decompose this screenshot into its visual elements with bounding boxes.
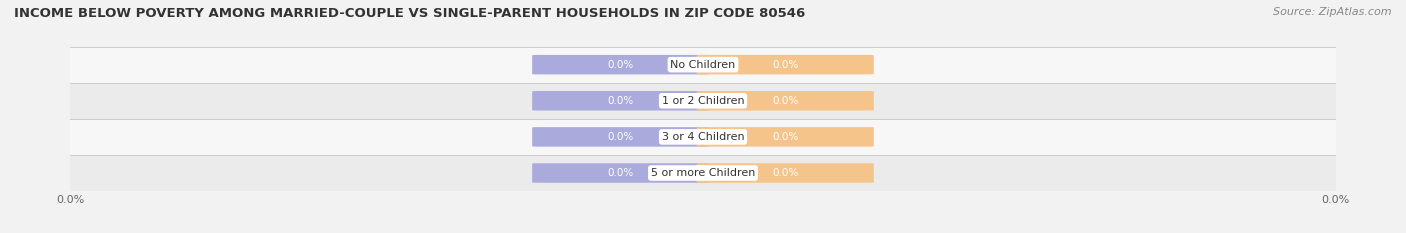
Text: 0.0%: 0.0% xyxy=(772,168,799,178)
FancyBboxPatch shape xyxy=(697,163,875,183)
FancyBboxPatch shape xyxy=(697,127,875,147)
FancyBboxPatch shape xyxy=(697,91,875,110)
Text: 0.0%: 0.0% xyxy=(607,132,634,142)
Text: 0.0%: 0.0% xyxy=(607,168,634,178)
Text: No Children: No Children xyxy=(671,60,735,70)
Text: 3 or 4 Children: 3 or 4 Children xyxy=(662,132,744,142)
Text: 1 or 2 Children: 1 or 2 Children xyxy=(662,96,744,106)
FancyBboxPatch shape xyxy=(531,55,710,74)
Bar xyxy=(70,119,1336,155)
Text: 0.0%: 0.0% xyxy=(772,96,799,106)
Bar xyxy=(70,83,1336,119)
Bar xyxy=(70,155,1336,191)
FancyBboxPatch shape xyxy=(531,163,710,183)
Text: 0.0%: 0.0% xyxy=(607,96,634,106)
Bar xyxy=(70,47,1336,83)
FancyBboxPatch shape xyxy=(531,91,710,110)
Text: 5 or more Children: 5 or more Children xyxy=(651,168,755,178)
Text: 0.0%: 0.0% xyxy=(772,60,799,70)
Text: 0.0%: 0.0% xyxy=(772,132,799,142)
Text: Source: ZipAtlas.com: Source: ZipAtlas.com xyxy=(1274,7,1392,17)
Text: 0.0%: 0.0% xyxy=(607,60,634,70)
FancyBboxPatch shape xyxy=(697,55,875,74)
FancyBboxPatch shape xyxy=(531,127,710,147)
Text: INCOME BELOW POVERTY AMONG MARRIED-COUPLE VS SINGLE-PARENT HOUSEHOLDS IN ZIP COD: INCOME BELOW POVERTY AMONG MARRIED-COUPL… xyxy=(14,7,806,20)
